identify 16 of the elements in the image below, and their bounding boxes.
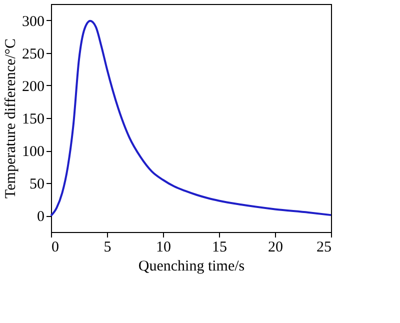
x-tick-label: 20 — [268, 240, 283, 256]
x-tick-label: 25 — [316, 240, 332, 256]
x-tick-label: 15 — [212, 240, 227, 256]
x-axis-title: Quenching time/s — [138, 258, 245, 274]
y-tick-label: 0 — [37, 209, 44, 226]
x-tick-label: 0 — [52, 240, 59, 256]
y-tick-label: 50 — [30, 176, 44, 193]
y-tick-label: 300 — [22, 14, 44, 30]
x-tick-label: 10 — [156, 240, 171, 256]
y-tick-label: 250 — [22, 46, 44, 62]
y-tick-label: 150 — [22, 112, 44, 128]
line-series — [50, 20, 332, 217]
y-tick-label: 100 — [22, 144, 44, 160]
y-axis-title: Temperature difference/°C — [3, 38, 19, 199]
x-tick-label: 5 — [104, 240, 112, 256]
y-tick-label: 200 — [22, 78, 44, 95]
